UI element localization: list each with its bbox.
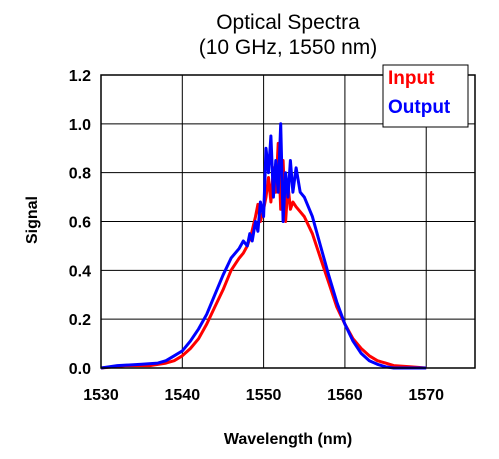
- legend-entry-input: Input: [388, 68, 435, 89]
- legend: Input Output: [382, 64, 469, 128]
- x-tick-label: 1570: [408, 387, 444, 404]
- x-axis-title: Wavelength (nm): [224, 431, 352, 448]
- y-tick-label: 0.4: [69, 263, 91, 280]
- y-tick-label: 0.2: [69, 312, 91, 329]
- chart-title-line1: Optical Spectra: [216, 11, 360, 34]
- plot-area-border: [100, 74, 476, 369]
- y-tick-label: 1.0: [69, 117, 91, 134]
- tick-labels: 1530 1540 1550 1560 1570 0.0 0.2 0.4 0.6 0.8 1.0 1.…: [69, 68, 444, 404]
- y-tick-label: 1.2: [69, 68, 91, 85]
- series-line-output: [100, 122, 427, 370]
- x-tick-label: 1530: [83, 387, 119, 404]
- y-tick-label: 0.0: [69, 361, 91, 378]
- series-layer: [100, 122, 427, 370]
- legend-box: [382, 64, 469, 128]
- y-tick-label: 0.8: [69, 166, 91, 183]
- y-axis-title: Signal: [24, 196, 41, 244]
- legend-entry-output: Output: [388, 97, 451, 118]
- x-tick-label: 1550: [246, 387, 282, 404]
- x-tick-label: 1540: [165, 387, 201, 404]
- y-tick-label: 0.6: [69, 215, 91, 232]
- x-tick-label: 1560: [327, 387, 363, 404]
- chart-title-line2: (10 GHz, 1550 nm): [199, 36, 378, 59]
